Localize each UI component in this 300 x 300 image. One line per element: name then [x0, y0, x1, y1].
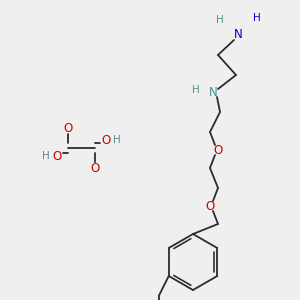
Text: N: N: [234, 28, 242, 41]
Text: H: H: [216, 15, 224, 25]
Text: H: H: [192, 85, 200, 95]
Text: O: O: [52, 149, 62, 163]
Text: O: O: [101, 134, 111, 146]
Text: O: O: [213, 143, 223, 157]
Text: O: O: [206, 200, 214, 212]
Text: H: H: [42, 151, 50, 161]
Text: N: N: [208, 85, 217, 98]
Text: O: O: [90, 161, 100, 175]
Text: H: H: [113, 135, 121, 145]
Text: O: O: [63, 122, 73, 134]
Text: H: H: [253, 13, 261, 23]
